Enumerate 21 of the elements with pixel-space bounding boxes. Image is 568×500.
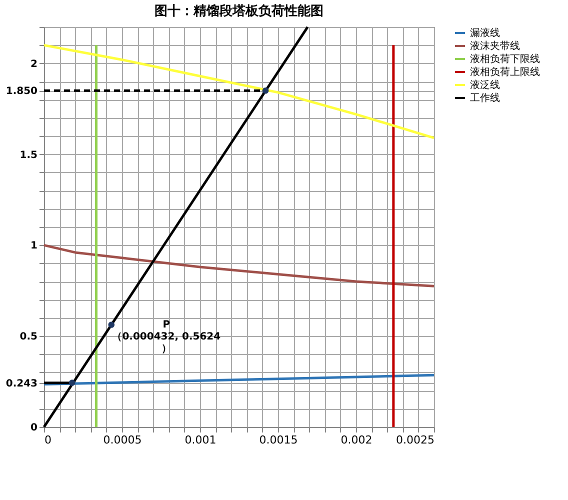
legend-label: 液沫夹带线 [470,40,520,52]
legend-label: 液泛线 [470,79,500,91]
x-tick-label: 0 [44,434,52,446]
x-tick-label: 0.002 [340,434,372,446]
legend-label: 液相负荷下限线 [470,53,540,65]
x-tick-label: 0.001 [184,434,216,446]
legend-label: 工作线 [470,92,500,104]
y-tick-label: 0 [30,422,38,434]
chart-title: 图十：精馏段塔板负荷性能图 [154,3,324,19]
y-tick-label: 2 [30,58,38,70]
legend-label: 漏液线 [470,27,500,39]
x-tick-label: 0.0025 [396,434,434,446]
y-tick-label: 0.5 [20,332,38,343]
annotation: P （0.000432, 0.5624 ） [112,320,221,355]
legend-label: 液相负荷上限线 [470,66,540,78]
y-tick-label: 1.850 [6,86,38,98]
x-tick-label: 0.0015 [259,434,298,446]
y-tick-label: 1 [30,240,38,252]
x-tick-label: 0.0005 [103,434,142,446]
y-tick-label: 0.243 [6,378,38,390]
y-tick-label: 1.5 [20,150,38,161]
